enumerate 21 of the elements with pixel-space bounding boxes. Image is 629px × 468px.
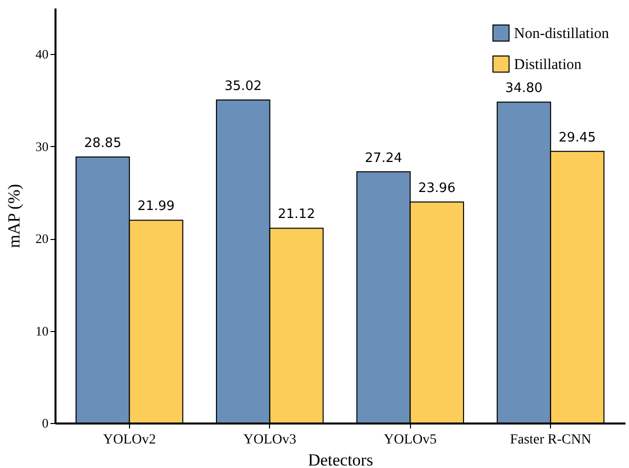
y-tick-label: 0 [42, 416, 48, 430]
text: 29.45 [558, 130, 596, 146]
y-tick-label: 40 [36, 46, 48, 62]
x-tick-label: YOLOv5 [384, 432, 437, 448]
text: 27.24 [364, 150, 402, 166]
legend-label: Non-distillation [514, 26, 610, 42]
y-tick-label: 20 [36, 231, 48, 246]
text: 28.85 [84, 136, 122, 151]
x-tick-label: YOLOv2 [102, 432, 156, 448]
y-tick-label: 30 [36, 138, 48, 154]
text: 21.12 [278, 207, 316, 222]
y-axis-title: mAP (%) [4, 184, 24, 248]
y-tick-label: 10 [36, 323, 48, 338]
x-tick-label: YOLOv3 [243, 432, 296, 448]
x-axis-title: Detectors [308, 450, 374, 468]
text: 34.80 [505, 81, 543, 96]
text: 21.99 [137, 199, 175, 214]
text: 23.96 [418, 181, 456, 196]
text: 35.02 [224, 79, 262, 94]
legend-label: Distillation [514, 57, 582, 73]
x-tick-label: Faster R-CNN [510, 432, 592, 448]
